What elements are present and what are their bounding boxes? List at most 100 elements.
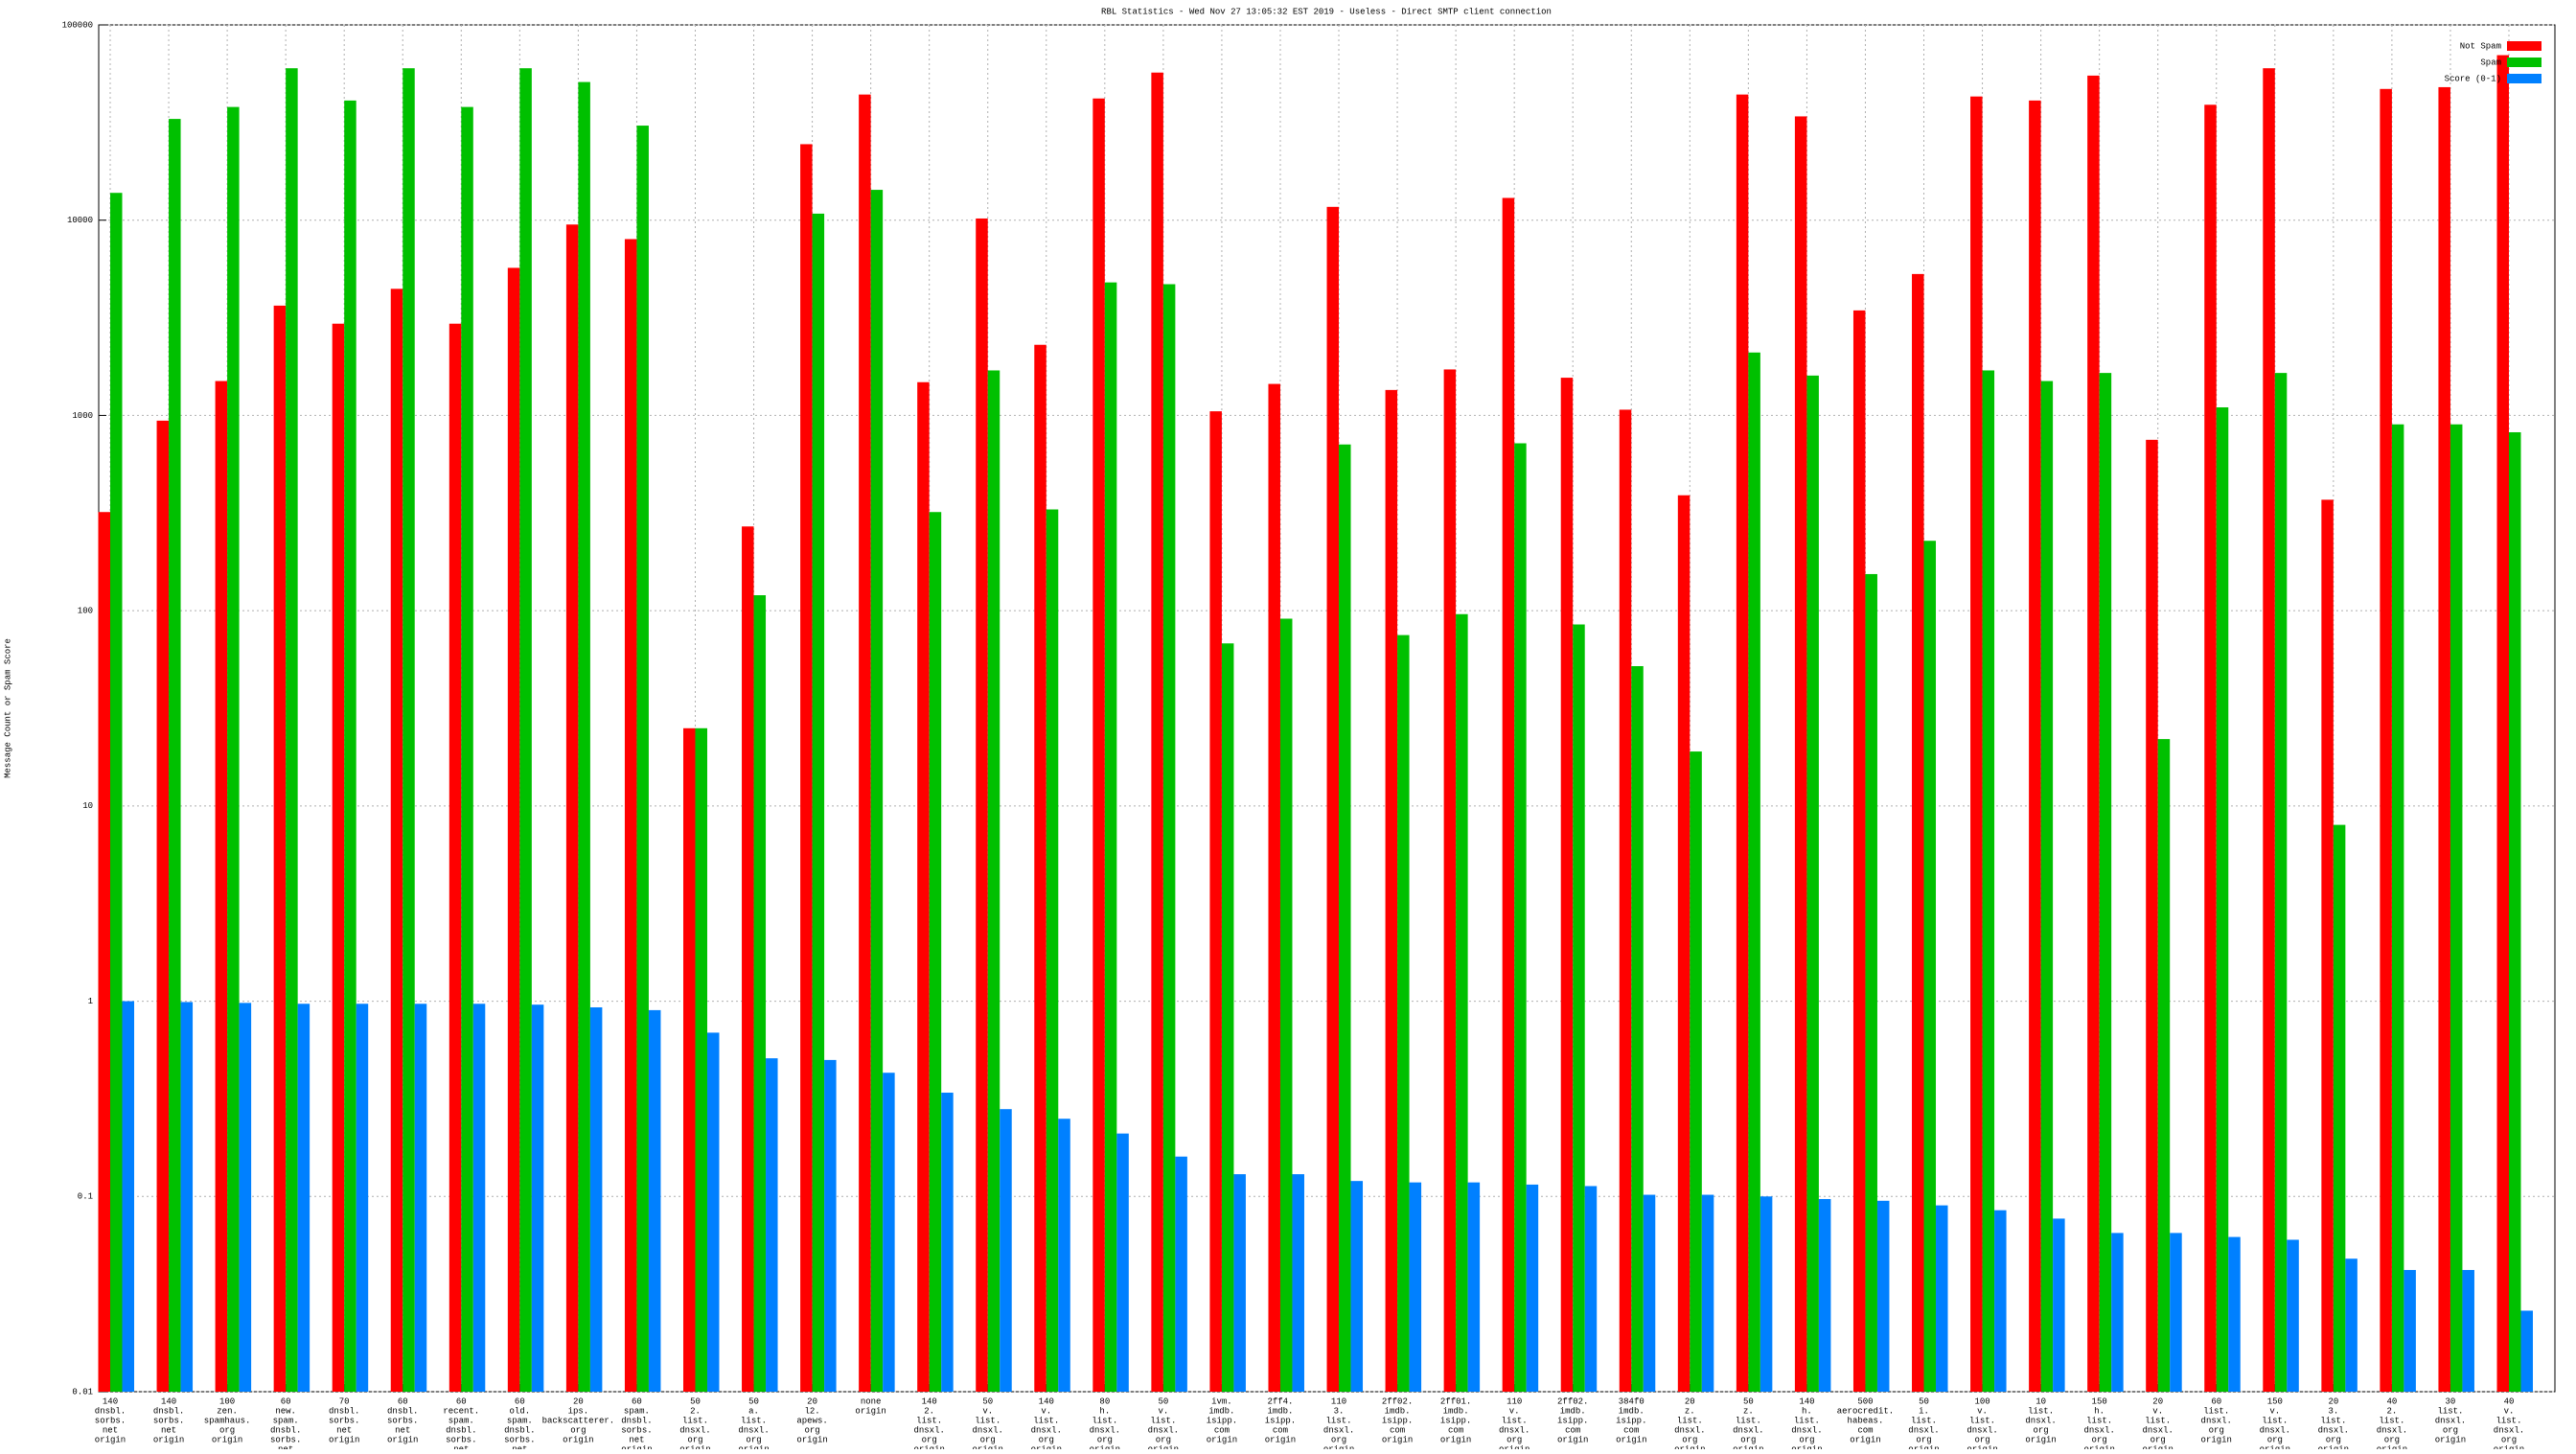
x-tick-label: list.	[2437, 1406, 2463, 1416]
bar	[2333, 824, 2346, 1392]
bar	[2204, 104, 2217, 1392]
bar	[2509, 431, 2521, 1392]
bar	[2462, 1270, 2474, 1392]
x-tick-label: none	[861, 1396, 882, 1406]
x-tick-label: 20	[2152, 1396, 2163, 1406]
x-tick-label: sorbs.	[504, 1435, 535, 1444]
bar	[1701, 1194, 1714, 1392]
x-tick-label: spam.	[448, 1416, 474, 1425]
bar	[2087, 75, 2100, 1392]
x-tick-label: zen.	[217, 1406, 238, 1416]
bar	[1514, 443, 1527, 1393]
bar	[753, 595, 767, 1392]
x-tick-label: origin	[973, 1444, 1003, 1449]
x-tick-label: 50	[1919, 1396, 1929, 1406]
legend-label: Score (0-1)	[2445, 74, 2501, 83]
x-tick-label: dnsxl.	[1090, 1425, 1120, 1435]
x-tick-label: list.	[741, 1416, 767, 1425]
x-tick-label: isipp.	[1616, 1416, 1646, 1425]
bar	[122, 1001, 134, 1392]
x-tick-label: com	[1448, 1425, 1463, 1435]
bar	[1397, 635, 1410, 1392]
bar	[1292, 1174, 1304, 1392]
bar	[169, 119, 181, 1393]
bar	[239, 1003, 252, 1392]
bar	[273, 305, 287, 1392]
x-tick-label: dnsbl.	[387, 1406, 418, 1416]
x-tick-label: v.	[1158, 1406, 1168, 1416]
bar	[682, 727, 696, 1392]
x-tick-label: 150	[2267, 1396, 2283, 1406]
x-tick-label: org	[1506, 1435, 1522, 1444]
bar	[1339, 444, 1351, 1392]
x-tick-label: sorbs.	[621, 1425, 652, 1435]
x-tick-label: 80	[1099, 1396, 1110, 1406]
x-tick-label: 30	[2446, 1396, 2456, 1406]
x-tick-label: z.	[1743, 1406, 1754, 1416]
bar	[1573, 624, 1585, 1392]
x-tick-label: i.	[1919, 1406, 1929, 1416]
legend-swatch	[2507, 74, 2542, 83]
x-tick-label: com	[1390, 1425, 1405, 1435]
x-tick-label: list.	[1092, 1416, 1117, 1425]
x-tick-label: dnsxl.	[1031, 1425, 1062, 1435]
x-tick-label: 2.	[924, 1406, 934, 1416]
x-tick-label: origin	[1148, 1444, 1179, 1449]
bar	[1443, 369, 1457, 1393]
bar	[1221, 643, 1234, 1392]
bar	[1162, 284, 1176, 1392]
legend-label: Not Spam	[2460, 41, 2501, 51]
bar	[2391, 424, 2404, 1393]
x-tick-label: 100	[219, 1396, 235, 1406]
x-tick-label: 3.	[2328, 1406, 2338, 1416]
bar	[578, 81, 590, 1392]
bar	[1643, 1194, 1656, 1392]
x-tick-label: sorbs.	[446, 1435, 476, 1444]
bar	[2029, 100, 2041, 1392]
bar	[1233, 1174, 1246, 1392]
bar	[1175, 1156, 1187, 1392]
x-tick-label: origin	[95, 1435, 126, 1444]
x-tick-label: org	[922, 1435, 937, 1444]
x-tick-label: imdb.	[1560, 1406, 1586, 1416]
bar	[800, 144, 813, 1393]
bar	[917, 381, 930, 1392]
x-tick-label: aerocredit.	[1837, 1406, 1894, 1416]
bar	[1560, 378, 1574, 1393]
x-tick-label: 384f0	[1619, 1396, 1644, 1406]
x-tick-label: org	[1799, 1435, 1814, 1444]
x-tick-label: origin	[2201, 1435, 2232, 1444]
x-tick-label: net	[336, 1425, 352, 1435]
x-tick-label: net	[512, 1444, 527, 1449]
bar	[1467, 1182, 1481, 1392]
x-tick-label: net	[278, 1444, 293, 1449]
x-tick-label: 2ff02.	[1382, 1396, 1413, 1406]
bar	[1806, 375, 1819, 1392]
bar	[2380, 88, 2392, 1393]
x-tick-label: org	[2501, 1435, 2517, 1444]
bar	[414, 1004, 427, 1392]
bar	[695, 727, 707, 1392]
x-tick-label: 50	[1158, 1396, 1168, 1406]
bar	[1852, 310, 1866, 1392]
x-tick-label: dnsbl.	[446, 1425, 476, 1435]
x-tick-label: h.	[1099, 1406, 1110, 1416]
x-tick-label: dnsbl.	[270, 1425, 301, 1435]
x-tick-label: org	[804, 1425, 819, 1435]
x-tick-label: origin	[153, 1435, 184, 1444]
bar	[156, 420, 170, 1392]
x-tick-label: org	[1156, 1435, 1171, 1444]
bar	[766, 1058, 778, 1392]
x-tick-label: 140	[1799, 1396, 1814, 1406]
bar	[976, 218, 988, 1393]
x-tick-label: origin	[1031, 1444, 1062, 1449]
x-tick-label: v.	[2152, 1406, 2163, 1416]
x-tick-label: list.	[2320, 1416, 2346, 1425]
x-tick-label: backscatterer.	[542, 1416, 615, 1425]
x-tick-label: spam.	[507, 1416, 533, 1425]
x-tick-label: origin	[738, 1444, 769, 1449]
x-tick-label: origin	[1674, 1444, 1705, 1449]
x-tick-label: origin	[796, 1435, 827, 1444]
bar	[2216, 406, 2229, 1392]
bar	[1502, 197, 1515, 1392]
